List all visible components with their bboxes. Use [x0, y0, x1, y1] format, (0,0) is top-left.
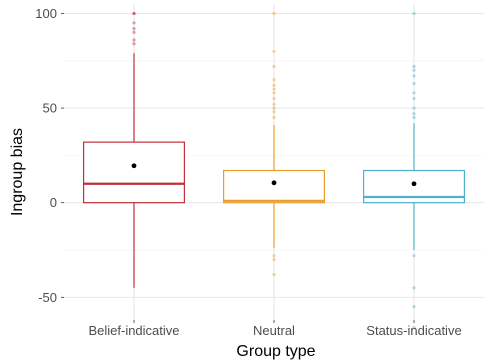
outlier-point [132, 26, 136, 31]
outlier-point [132, 21, 136, 25]
outlier-point [272, 110, 276, 114]
y-tick-label: 0 [50, 195, 57, 210]
mean-point [271, 180, 277, 186]
outlier-point [412, 64, 416, 69]
outlier-point [272, 106, 276, 110]
outlier-point [412, 112, 416, 116]
outlier-point [272, 91, 276, 95]
outlier-point [412, 81, 416, 86]
y-tick-label: 50 [43, 101, 57, 116]
outlier-point [272, 257, 276, 262]
outlier-point [272, 49, 276, 53]
mean-point [411, 181, 417, 187]
x-axis: Belief-indicative Neutral Status-indicativ… [88, 320, 462, 338]
outlier-point [272, 83, 276, 87]
outlier-point [272, 254, 276, 258]
y-axis-title: Ingroup bias [9, 128, 26, 216]
outlier-point [412, 68, 416, 72]
x-tick-label: Status-indicative [366, 323, 461, 338]
outlier-point [412, 254, 416, 258]
outlier-point [412, 325, 416, 330]
outlier-point [412, 286, 416, 290]
outlier-point [412, 97, 416, 101]
box-group-3 [363, 11, 466, 330]
y-tick-label: -50 [38, 290, 57, 305]
outlier-point [412, 74, 416, 78]
x-axis-title: Group type [236, 343, 315, 360]
outlier-point [412, 305, 416, 309]
outlier-point [132, 42, 136, 46]
y-tick-label: 100 [35, 6, 57, 21]
outlier-point [272, 115, 276, 120]
boxes [82, 11, 466, 330]
outlier-point [132, 11, 136, 16]
mean-point [131, 163, 137, 169]
y-axis: -50 0 50 100 [35, 6, 64, 305]
box [82, 141, 186, 204]
outlier-point [272, 102, 276, 106]
box [223, 169, 326, 204]
outlier-point [412, 11, 416, 16]
box-group-1 [82, 11, 186, 288]
box-group-2 [223, 11, 326, 277]
outlier-point [132, 11, 136, 16]
outlier-point [272, 272, 276, 277]
outlier-point [132, 38, 136, 42]
outlier-point [412, 91, 416, 95]
outlier-point [272, 64, 276, 69]
outlier-point [412, 115, 416, 120]
x-tick-label: Neutral [253, 323, 295, 338]
outlier-point [272, 87, 276, 91]
outlier-point [272, 11, 276, 16]
outlier-point [272, 97, 276, 101]
outlier-point [132, 30, 136, 34]
outlier-point [412, 106, 416, 110]
outlier-point [272, 78, 276, 82]
x-tick-label: Belief-indicative [88, 323, 179, 338]
